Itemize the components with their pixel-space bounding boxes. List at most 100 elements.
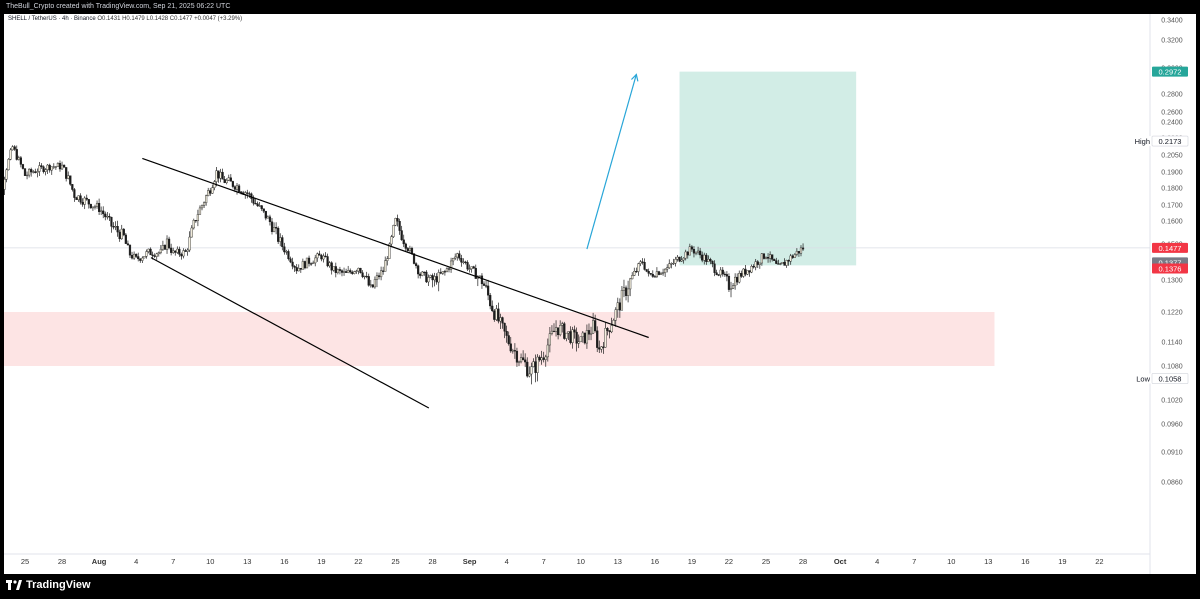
- candle-body: [268, 216, 272, 223]
- time-tick-label: 4: [875, 557, 879, 566]
- candle-body: [316, 253, 319, 259]
- candle-body: [610, 325, 613, 333]
- candle-body: [367, 276, 370, 286]
- candle-body: [186, 249, 189, 252]
- candle-body: [789, 255, 792, 262]
- candle-body: [670, 263, 673, 265]
- price-chart[interactable]: 0.34000.32000.30000.28000.26000.24000.22…: [0, 14, 1196, 574]
- candle-body: [48, 164, 51, 171]
- candle-body: [229, 177, 232, 182]
- candle-body: [727, 276, 731, 290]
- candle-body: [579, 336, 582, 343]
- time-tick-label: Sep: [463, 557, 477, 566]
- candle-body: [472, 266, 475, 269]
- candle-body: [651, 273, 654, 277]
- candle-body: [295, 267, 298, 272]
- candle-body: [626, 288, 630, 296]
- candle-body: [272, 227, 276, 232]
- candle-body: [738, 273, 741, 283]
- price-tick-label: 0.1220: [1161, 310, 1183, 317]
- candle-body: [369, 284, 372, 286]
- price-tick-label: 0.2050: [1161, 153, 1183, 160]
- candle-body: [705, 254, 708, 262]
- candle-body: [686, 251, 689, 256]
- candle-body: [647, 271, 650, 274]
- candle-body: [25, 174, 29, 177]
- candle-body: [260, 205, 263, 209]
- price-tag-high: [1151, 135, 1189, 147]
- candle-body: [264, 210, 267, 219]
- candle-body: [56, 163, 60, 167]
- candle-body: [252, 198, 255, 204]
- candle-body: [38, 165, 41, 172]
- candle-body: [703, 254, 706, 261]
- candle-body: [73, 189, 76, 198]
- candle-body: [388, 243, 391, 259]
- candle-body: [729, 288, 733, 290]
- chart-area[interactable]: 0.34000.32000.30000.28000.26000.24000.22…: [0, 14, 1196, 574]
- candle-body: [307, 257, 311, 264]
- candle-body: [100, 210, 103, 212]
- candle-body: [431, 275, 434, 281]
- time-axis[interactable]: 25 28 Aug 4 7 10 13 16 19 22 25 28 Sep 4 7 10 13 16 19 22 25…: [21, 557, 1104, 566]
- candle-body: [736, 276, 739, 283]
- candle-body: [377, 275, 381, 278]
- candle-body: [443, 271, 446, 273]
- candle-body: [614, 309, 617, 321]
- candle-body: [69, 175, 72, 185]
- candle-body: [334, 266, 337, 273]
- candle-body: [93, 206, 97, 208]
- price-tick-label: 0.0910: [1161, 450, 1183, 457]
- candle-body: [645, 269, 648, 272]
- candle-body: [528, 373, 531, 377]
- candle-body: [439, 272, 442, 274]
- candle-body: [437, 272, 440, 283]
- candle-body: [122, 228, 125, 236]
- candle-body: [89, 203, 92, 209]
- candle-body: [400, 230, 403, 241]
- candle-body: [561, 323, 564, 326]
- candle-body: [297, 268, 300, 272]
- candle-body: [460, 258, 463, 263]
- time-tick-label: Oct: [834, 557, 847, 566]
- candle-body: [106, 216, 109, 218]
- candle-body: [717, 274, 720, 276]
- candle-body: [178, 248, 181, 255]
- tradingview-brand[interactable]: TradingView: [6, 579, 91, 591]
- candle-body: [120, 228, 123, 240]
- time-tick-label: 13: [614, 557, 622, 566]
- candle-body: [542, 357, 545, 360]
- drawings-layer: [142, 73, 649, 409]
- candle-body: [28, 169, 31, 176]
- candle-body: [215, 170, 218, 182]
- candle-body: [641, 261, 644, 263]
- candle-body: [583, 332, 586, 344]
- candle-body: [637, 263, 640, 272]
- time-tick-label: 19: [1058, 557, 1066, 566]
- candle-body: [452, 258, 455, 262]
- candle-body: [785, 260, 788, 266]
- candle-body: [221, 171, 224, 180]
- candle-body: [491, 305, 494, 312]
- candle-body: [382, 270, 385, 272]
- candle-body: [532, 361, 535, 367]
- candle-body: [449, 260, 453, 270]
- candle-body: [575, 331, 578, 344]
- candle-body: [110, 216, 113, 227]
- candle-body: [748, 270, 751, 273]
- price-tick-label: 0.0960: [1161, 422, 1183, 429]
- candle-body: [314, 257, 317, 264]
- candle-body: [635, 271, 638, 273]
- candle-body: [721, 269, 724, 275]
- candle-body: [167, 238, 171, 249]
- candle-body: [291, 261, 294, 267]
- candle-body: [301, 261, 304, 270]
- candle-body: [371, 284, 374, 288]
- candle-body: [353, 271, 356, 274]
- candle-body: [499, 317, 502, 322]
- price-tag-label-bg-low: [1134, 373, 1151, 384]
- candle-body: [172, 250, 175, 253]
- price-tag-value-entry: 0.1377: [1159, 258, 1182, 267]
- candle-body: [554, 327, 558, 332]
- candle-body: [563, 323, 566, 339]
